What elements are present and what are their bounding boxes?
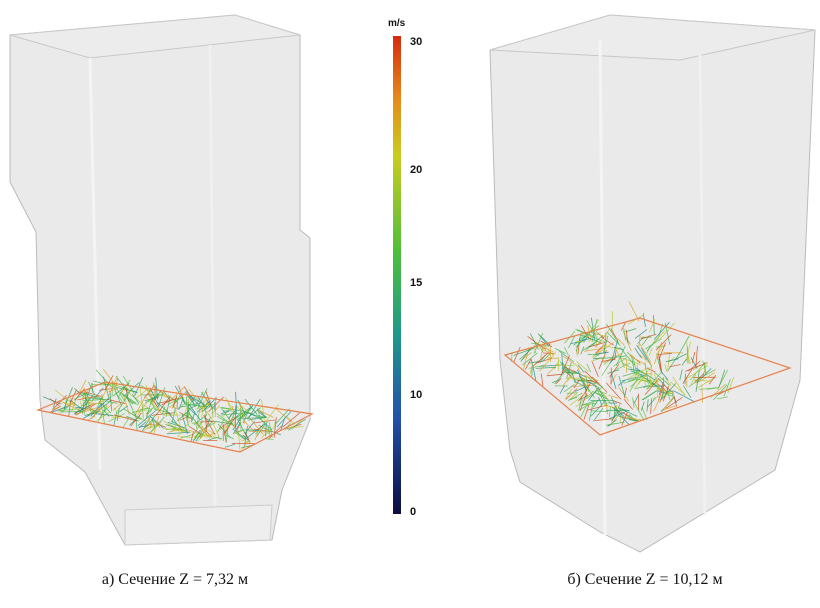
colorbar-tick: 10 — [410, 389, 422, 401]
colorbar-unit: m/s — [388, 18, 406, 29]
caption: а) Сечение Z = 7,32 м — [102, 571, 248, 588]
colorbar-tick: 0 — [410, 506, 416, 518]
vector — [204, 437, 218, 438]
vector — [548, 358, 558, 359]
colorbar-tick: 30 — [410, 36, 422, 48]
figure: m/s 30 20 15 10 0 а) Сечение Z = 7,32 м … — [0, 0, 820, 608]
vector — [567, 393, 577, 394]
furnace-right — [490, 15, 815, 552]
vector — [223, 411, 231, 412]
furnace-left — [10, 15, 310, 545]
colorbar-tick: 20 — [410, 164, 422, 176]
colorbar-tick: 15 — [410, 277, 422, 289]
caption: б) Сечение Z = 10,12 м — [567, 571, 722, 588]
colorbar — [393, 36, 401, 514]
vector — [145, 424, 155, 425]
